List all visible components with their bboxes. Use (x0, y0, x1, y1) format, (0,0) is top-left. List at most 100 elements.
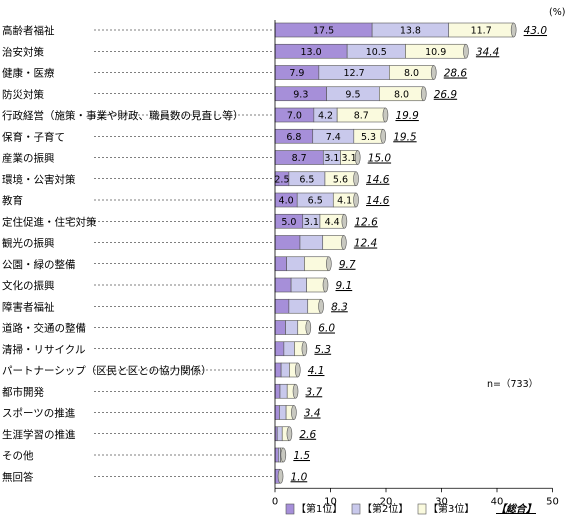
segment-value-label: 8.0 (404, 68, 419, 79)
chart-row: 生涯学習の推進 2.6 (2, 426, 316, 442)
chart-row: 観光の振興 12.4 (2, 235, 377, 250)
bar-end-cap (420, 86, 427, 102)
chart-row: 保育・子育て 6.8 7.4 5.3 19.5 (2, 128, 417, 144)
segment-value-label: 5.6 (333, 174, 348, 185)
bar-segment (274, 298, 290, 314)
category-label: 清掃・リサイクル (2, 343, 85, 356)
category-label: 環境・公害対策 (2, 173, 76, 186)
total-value-label: 43.0 (524, 25, 548, 37)
segment-value-label: 3.1 (324, 153, 339, 164)
bar-end-cap (353, 192, 359, 208)
bar-segment (306, 277, 326, 293)
bar-segment (274, 277, 292, 293)
segment-value-label: 10.9 (425, 47, 446, 58)
bar-segment (279, 383, 288, 399)
category-label: 都市開発 (2, 385, 44, 398)
chart-row: 環境・公害対策 2.5 6.5 5.6 14.6 (2, 171, 390, 187)
legend: 【第1位】 【第2位】 【第3位】 【総合】 (285, 502, 536, 515)
bar-end-cap (326, 256, 332, 272)
segment-value-label: 6.5 (308, 196, 323, 207)
segment-value-label: 17.5 (313, 26, 334, 37)
chart-row: その他 1.5 (2, 447, 310, 463)
total-value-label: 15.0 (368, 153, 392, 165)
unit-label: (%) (549, 7, 565, 18)
segment-value-label: 9.5 (345, 89, 360, 100)
chart-row: パートナーシップ（区民と区との協力関係） 4.1 (2, 362, 324, 378)
segment-value-label: 10.5 (366, 47, 387, 58)
bar-segment (288, 298, 309, 314)
segment-value-label: 12.7 (344, 68, 365, 79)
bar-segment (274, 447, 279, 463)
chart-row: 高齢者福祉 17.5 13.8 11.7 43.0 (2, 22, 548, 38)
chart-row: 清掃・リサイクル 5.3 (2, 341, 331, 357)
segment-value-label: 6.8 (286, 132, 301, 143)
category-label: 無回答 (2, 470, 34, 483)
chart-row: 防災対策 9.3 9.5 8.0 26.9 (2, 86, 457, 102)
category-label: パートナーシップ（区民と区との協力関係） (2, 364, 212, 377)
bar-end-cap (286, 426, 293, 442)
segment-value-label: 7.0 (287, 111, 302, 122)
segment-value-label: 4.2 (318, 111, 333, 122)
x-axis: 0 10 20 30 40 50 (272, 20, 559, 507)
total-value-label: 1.5 (293, 450, 310, 462)
chart-row: 無回答 1.0 (2, 468, 308, 484)
bar-end-cap (353, 171, 359, 187)
chart-row: 産業の振興 8.7 3.1 3.1 15.0 (2, 150, 392, 165)
legend-swatch (417, 503, 427, 515)
x-tick-label: 50 (546, 496, 559, 507)
total-value-label: 9.1 (336, 280, 353, 292)
segment-value-label: 13.8 (400, 26, 421, 37)
segment-value-label: 6.5 (299, 174, 314, 185)
category-label: 生涯学習の推進 (2, 428, 76, 441)
bar-end-cap (292, 383, 299, 399)
total-value-label: 19.9 (395, 110, 419, 122)
category-label: 教育 (2, 194, 23, 207)
x-tick-label: 30 (435, 496, 448, 507)
total-value-label: 14.6 (366, 174, 390, 186)
category-label: 防災対策 (2, 88, 44, 101)
bar-end-cap (322, 277, 329, 293)
bar-end-cap (291, 405, 297, 420)
segment-value-label: 7.9 (289, 68, 304, 79)
bar-end-cap (382, 107, 389, 123)
legend-swatch (351, 503, 361, 515)
bar-segment (286, 256, 305, 272)
bar-segment (304, 256, 330, 272)
category-label: その他 (2, 449, 34, 462)
legend-label: 【第1位】 (296, 502, 342, 515)
segment-value-label: 3.1 (304, 217, 319, 228)
chart-row: 健康・医療 7.9 12.7 8.0 28.6 (2, 65, 467, 80)
bar-segment (279, 405, 287, 420)
bar-end-cap (510, 22, 517, 38)
chart-row: 教育 4.0 6.5 4.1 14.6 (2, 192, 390, 208)
segment-value-label: 7.4 (326, 132, 341, 143)
total-value-label: 3.4 (304, 408, 321, 420)
bar-end-cap (294, 362, 301, 378)
segment-value-label: 9.3 (293, 89, 308, 100)
bar-segment (274, 256, 287, 272)
total-value-label: 34.4 (476, 46, 499, 58)
chart-row: 障害者福祉 8.3 (2, 298, 348, 314)
segment-value-label: 3.1 (342, 153, 357, 164)
bar-segment (274, 383, 281, 399)
category-label: 道路・交通の整備 (2, 322, 86, 335)
category-label: 定住促進・住宅対策 (2, 215, 97, 228)
category-label: 公園・緑の整備 (2, 258, 76, 271)
x-tick-label: 40 (491, 496, 504, 507)
segment-value-label: 11.7 (471, 26, 492, 37)
total-value-label: 3.7 (306, 386, 323, 398)
chart-row: 治安対策 13.0 10.5 10.9 34.4 (2, 43, 499, 59)
total-value-label: 2.6 (299, 429, 316, 441)
segment-value-label: 4.1 (337, 196, 352, 207)
bar-end-cap (318, 298, 324, 314)
bar-end-cap (301, 341, 308, 357)
bar-end-cap (430, 65, 437, 80)
category-label: 産業の振興 (2, 152, 55, 165)
bar-segment (278, 447, 281, 463)
category-label: 障害者福祉 (2, 300, 55, 313)
bar-end-cap (354, 150, 361, 165)
chart-row: 文化の振興 9.1 (2, 277, 353, 293)
chart-row: 都市開発 3.7 (2, 383, 323, 399)
legend-label: 【第3位】 (428, 502, 474, 515)
